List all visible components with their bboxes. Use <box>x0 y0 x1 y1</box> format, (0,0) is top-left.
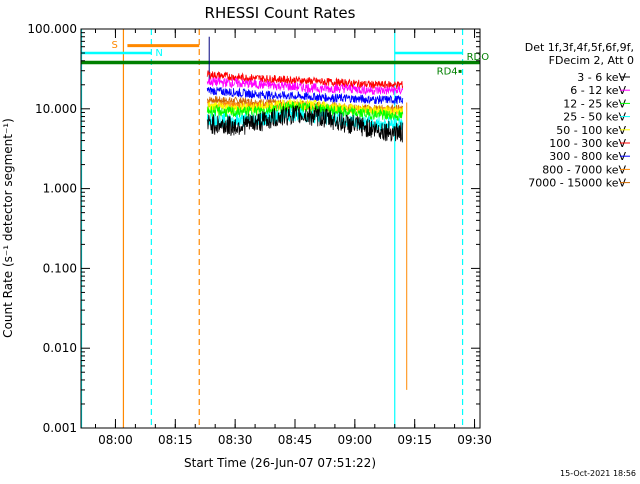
legend-label-1: 6 - 12 keV <box>570 84 626 97</box>
y-tick-label-3: 1.000 <box>43 182 77 196</box>
series-line-7 <box>206 100 404 116</box>
x-tick-label-1: 08:15 <box>158 433 193 447</box>
legend-label-8: 7000 - 15000 keV <box>528 177 626 190</box>
footer-date: 15-Oct-2021 18:56 <box>560 469 636 478</box>
legend-label-2: 12 - 25 keV <box>563 97 626 110</box>
legend-header-line-1: Det 1f,3f,4f,5f,6f,9f, <box>525 41 634 54</box>
chart-title: RHESSI Count Rates <box>205 4 356 22</box>
legend-label-6: 300 - 800 keV <box>549 150 626 163</box>
annotation-rd4: RD4 <box>437 66 458 77</box>
green-dot <box>458 69 462 73</box>
x-tick-label-5: 09:15 <box>397 433 432 447</box>
annotation-rdo: RDO <box>467 52 490 63</box>
series-line-5 <box>206 70 404 90</box>
legend-label-4: 50 - 100 keV <box>556 124 626 137</box>
x-tick-label-4: 09:00 <box>338 433 373 447</box>
legend-label-0: 3 - 6 keV <box>577 71 626 84</box>
x-tick-label-3: 08:45 <box>278 433 313 447</box>
legend-label-5: 100 - 300 keV <box>549 137 626 150</box>
y-tick-label-1: 0.010 <box>43 341 77 355</box>
x-tick-label-6: 09:30 <box>457 433 492 447</box>
series-line-0 <box>207 105 404 143</box>
x-tick-label-0: 08:00 <box>98 433 133 447</box>
y-tick-label-2: 0.100 <box>43 261 77 275</box>
plot-area: S N RD4 RDO <box>80 29 490 428</box>
y-tick-label-0: 0.001 <box>43 421 77 435</box>
legend-label-3: 25 - 50 keV <box>563 111 626 124</box>
annotation-s: S <box>111 40 117 51</box>
axes: 08:00 08:15 08:30 08:45 09:00 09:15 09:30 0.001… <box>27 22 491 447</box>
series-line-2 <box>206 101 404 123</box>
legend: Det 1f,3f,4f,5f,6f,9f, FDecim 2, Att 0 3… <box>525 41 634 190</box>
series-line-1 <box>206 76 404 96</box>
x-axis-label: Start Time (26-Jun-07 07:51:22) <box>184 456 376 470</box>
x-tick-label-2: 08:30 <box>218 433 253 447</box>
legend-label-7: 800 - 7000 keV <box>542 163 626 176</box>
y-axis-label: Count Rate (s⁻¹ detector segment⁻¹) <box>1 118 15 338</box>
series-line-6 <box>206 86 404 106</box>
y-tick-label-4: 10.000 <box>35 102 77 116</box>
annotation-n: N <box>155 48 162 59</box>
plot-frame <box>80 28 481 429</box>
legend-header-line-2: FDecim 2, Att 0 <box>549 54 634 67</box>
y-tick-label-5: 100.000 <box>27 22 77 36</box>
